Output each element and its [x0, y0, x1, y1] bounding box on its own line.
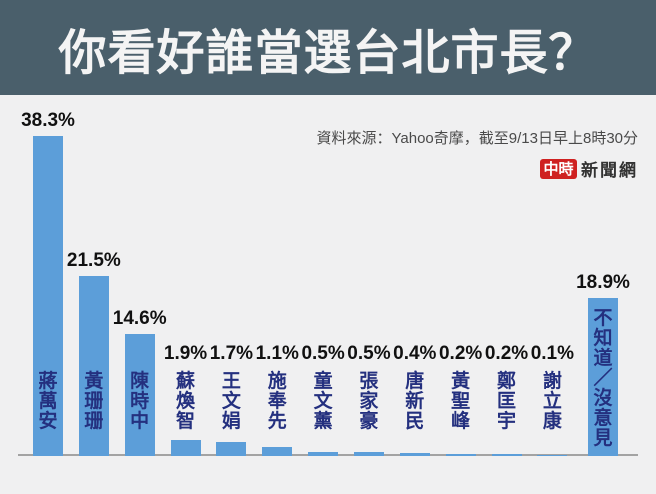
candidate-name-label: 王文娟 [221, 371, 241, 432]
bar-column: 施奉先 1.1% [247, 96, 307, 456]
bar-column: 唐新民 0.4% [385, 96, 445, 456]
bar-value-label: 0.4% [393, 343, 437, 364]
bar-value-label: 38.3% [21, 110, 75, 131]
bar [353, 452, 384, 456]
bar-value-label: 0.5% [301, 343, 345, 364]
bar-column: 蔣萬安 38.3% [18, 96, 78, 456]
candidate-name-label: 童文薰 [313, 371, 333, 432]
logo-name: 新聞網 [581, 161, 638, 180]
bar-value-label: 1.1% [255, 343, 299, 364]
candidate-name-label: 陳時中 [130, 371, 150, 432]
bar-value-label: 18.9% [576, 272, 630, 293]
bar [445, 454, 476, 456]
bar-column: 陳時中 14.6% [110, 96, 170, 456]
candidate-name-label: 鄭匡宇 [496, 371, 516, 432]
bar [124, 334, 155, 456]
logo-badge: 中時 [540, 158, 577, 179]
bar [216, 442, 247, 456]
candidate-name-label: 張家豪 [359, 371, 379, 432]
candidate-name-label: 不知道／沒意見 [593, 308, 613, 449]
page-title: 你看好誰當選台北市長？ [58, 26, 598, 80]
candidate-name-label: 施奉先 [267, 371, 287, 432]
bar [33, 136, 63, 456]
bar-value-label: 14.6% [112, 308, 167, 329]
bar-column: 王文娟 1.7% [201, 96, 261, 456]
bar-value-label: 0.2% [438, 343, 483, 364]
bar-value-label: 0.1% [530, 343, 574, 364]
bar-value-label: 21.5% [66, 250, 121, 271]
bar-column: 鄭匡宇 0.2% [477, 96, 537, 456]
bar [399, 453, 430, 456]
bar [170, 440, 201, 456]
candidate-name-label: 蘇煥智 [176, 371, 196, 432]
bar-column: 張家豪 0.5% [339, 96, 399, 456]
bar [308, 452, 339, 456]
bar-column: 謝立康 0.1% [522, 96, 582, 456]
candidate-name-label: 黃聖峰 [451, 371, 471, 432]
bar [537, 455, 568, 456]
bar-column: 不知道／沒意見 18.9% [573, 96, 633, 456]
candidate-name-label: 唐新民 [405, 371, 425, 432]
bar-column: 童文薰 0.5% [293, 96, 353, 456]
candidate-name-label: 蔣萬安 [38, 371, 58, 432]
data-source-note: 資料來源：Yahoo奇摩，截至9/13日早上8時30分 [316, 130, 638, 147]
candidate-name-label: 謝立康 [542, 371, 562, 432]
publisher-logo: 中時 新聞網 [540, 156, 638, 181]
bar [78, 276, 109, 456]
bar-column: 黃珊珊 21.5% [64, 96, 124, 456]
bar [262, 447, 293, 456]
bar-column: 蘇煥智 1.9% [156, 96, 216, 456]
bar [588, 298, 618, 456]
bar-chart: 蔣萬安 38.3% 黃珊珊 21.5% 陳時中 14.6% 蘇煥智 1.9% 王文娟 1.7% 施奉… [0, 96, 656, 458]
bar [491, 454, 522, 456]
header-banner: 你看好誰當選台北市長？ [0, 0, 656, 95]
bar-column: 黃聖峰 0.2% [431, 96, 491, 456]
candidate-name-label: 黃珊珊 [84, 371, 104, 432]
bar-value-label: 1.7% [209, 343, 254, 364]
bar-value-label: 1.9% [163, 343, 208, 364]
bar-value-label: 0.2% [484, 343, 529, 364]
bar-value-label: 0.5% [347, 343, 391, 364]
